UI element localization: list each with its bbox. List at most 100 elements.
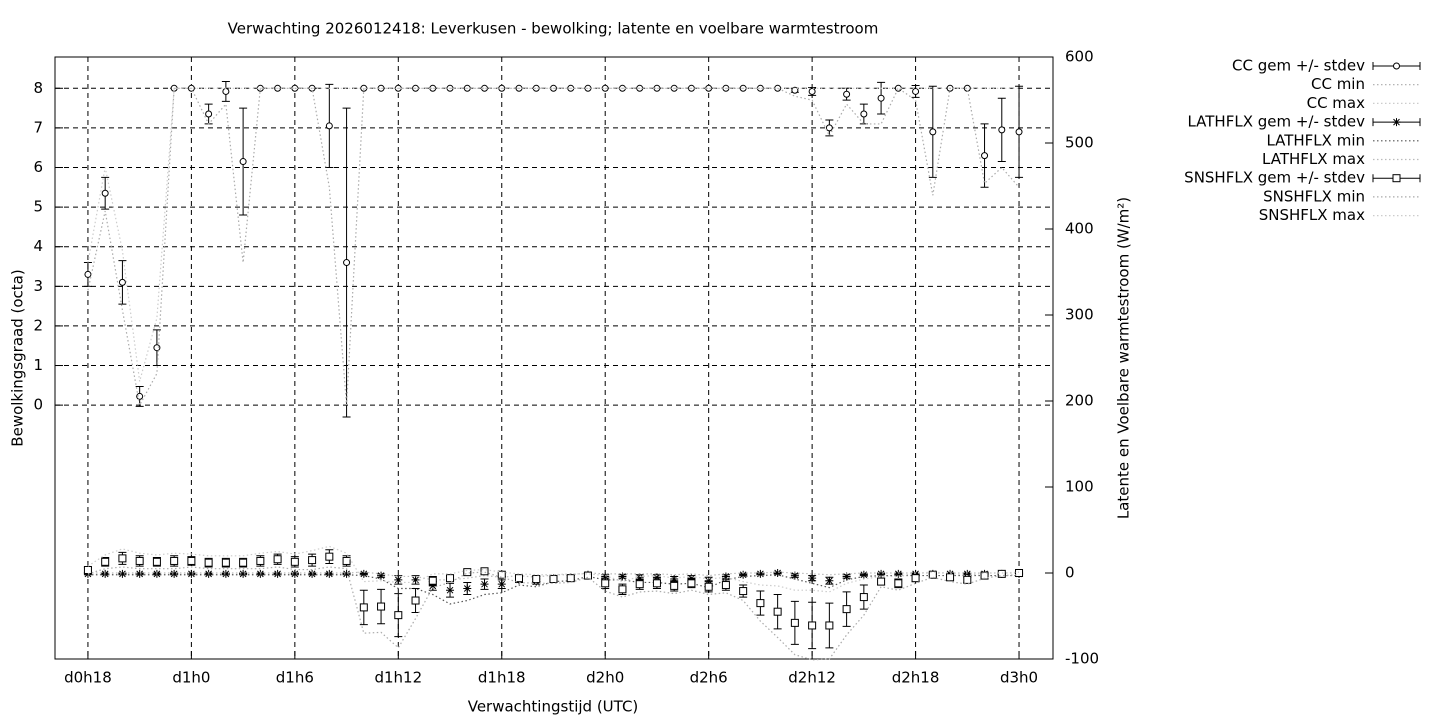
y-axis-label: Bewolkingsgraad (octa)	[9, 269, 27, 446]
data-point	[118, 278, 126, 286]
data-point	[187, 569, 196, 578]
data-point	[652, 579, 661, 588]
data-point	[152, 569, 161, 578]
data-point	[290, 569, 299, 578]
chart-title: Verwachting 2026012418: Leverkusen - bew…	[228, 20, 879, 38]
min-max-line	[87, 545, 1020, 593]
data-point	[670, 575, 679, 584]
data-point	[152, 557, 161, 566]
data-point	[256, 556, 265, 565]
data-point	[894, 84, 902, 92]
data-point	[135, 569, 144, 578]
data-point	[739, 587, 748, 596]
data-point	[170, 569, 179, 578]
data-point	[308, 556, 317, 565]
data-point	[601, 579, 610, 588]
data-point	[239, 569, 248, 578]
data-point	[101, 569, 110, 578]
data-point	[325, 569, 334, 578]
y-tick-label: 3	[33, 277, 43, 295]
data-point	[946, 573, 955, 582]
data-point	[911, 569, 920, 578]
legend-label: LATHFLX max	[1262, 150, 1365, 168]
data-point	[1015, 128, 1023, 136]
data-point	[756, 569, 765, 578]
legend-label: CC max	[1307, 94, 1366, 112]
data-point	[860, 110, 868, 118]
data-point	[136, 392, 144, 400]
x-tick-label: d1h0	[172, 669, 210, 687]
x-tick-label: d2h18	[892, 669, 940, 687]
data-point	[773, 607, 782, 616]
legend-marker	[1392, 174, 1401, 183]
data-point	[480, 580, 489, 589]
data-point	[343, 259, 351, 267]
data-point	[377, 602, 386, 611]
legend-label: SNSHFLX max	[1259, 206, 1365, 224]
data-point	[825, 576, 834, 585]
y-tick-label: 7	[33, 118, 43, 136]
data-point	[342, 556, 351, 565]
data-point	[325, 122, 333, 130]
y2-tick-label: 500	[1065, 134, 1094, 152]
data-point	[601, 572, 610, 581]
y2-tick-label: -100	[1065, 650, 1099, 668]
data-point	[843, 90, 851, 98]
y-tick-label: 8	[33, 79, 43, 97]
data-point	[635, 580, 644, 589]
legend-label: LATHFLX gem +/- stdev	[1187, 113, 1365, 131]
data-point	[239, 158, 247, 166]
data-point	[118, 554, 127, 563]
data-point	[704, 576, 713, 585]
data-point	[825, 621, 834, 630]
plot-frame	[54, 56, 1054, 660]
data-point	[239, 558, 248, 567]
y2-tick-label: 300	[1065, 306, 1094, 324]
y-tick-label: 6	[33, 158, 43, 176]
legend-label: CC gem +/- stdev	[1232, 57, 1365, 75]
data-point	[877, 569, 886, 578]
data-point	[359, 603, 368, 612]
min-max-line	[87, 574, 1020, 605]
data-point	[963, 569, 972, 578]
data-point	[394, 611, 403, 620]
data-point	[687, 574, 696, 583]
x-tick-label: d1h12	[374, 669, 422, 687]
data-point	[877, 577, 886, 586]
data-point	[411, 596, 420, 605]
data-point	[480, 567, 489, 576]
data-point	[290, 557, 299, 566]
x-tick-label: d2h6	[690, 669, 728, 687]
data-point	[773, 569, 782, 577]
data-point	[912, 87, 920, 95]
data-point	[170, 556, 179, 565]
data-point	[721, 572, 730, 581]
data-point	[256, 569, 265, 578]
legend-label: SNSHFLX gem +/- stdev	[1184, 169, 1365, 187]
data-point	[221, 569, 230, 578]
data-point	[153, 344, 161, 352]
data-point	[911, 574, 920, 583]
data-point	[273, 555, 282, 564]
data-point	[463, 584, 472, 593]
legend-label: CC min	[1311, 75, 1365, 93]
y2-tick-label: 400	[1065, 220, 1094, 238]
data-point	[790, 571, 799, 580]
min-max-line	[87, 87, 1020, 382]
data-point	[808, 87, 816, 95]
data-point	[618, 585, 627, 594]
data-point	[342, 569, 351, 578]
data-point	[618, 572, 627, 581]
data-point	[446, 586, 455, 595]
data-point	[205, 110, 213, 118]
x-tick-label: d1h18	[478, 669, 526, 687]
data-point	[308, 569, 317, 578]
data-point	[135, 556, 144, 565]
data-point	[101, 189, 109, 197]
data-point	[514, 574, 523, 583]
data-point	[222, 87, 230, 95]
x-tick-label: d1h6	[276, 669, 314, 687]
data-point	[687, 579, 696, 588]
